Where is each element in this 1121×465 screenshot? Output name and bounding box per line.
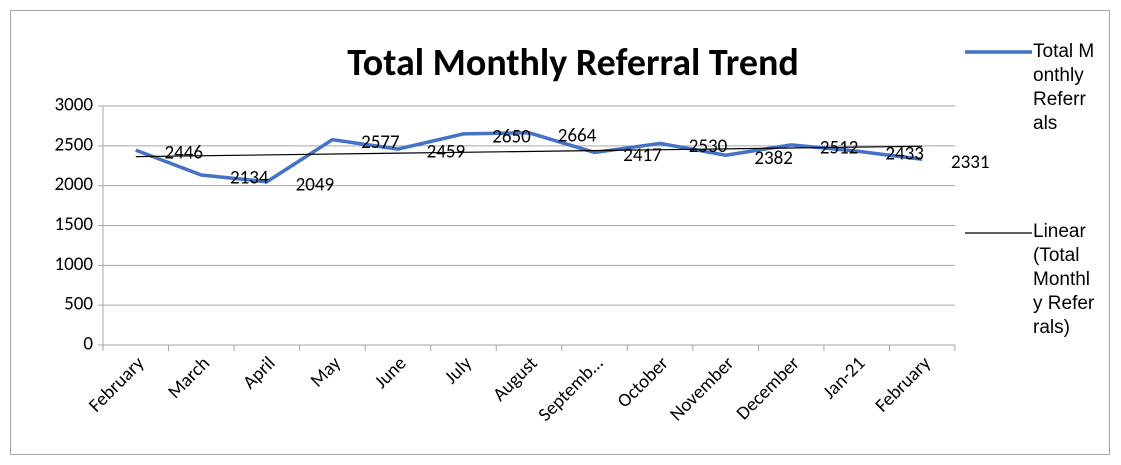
data-label: 2433	[885, 143, 924, 166]
trendline	[135, 145, 923, 158]
chart-border	[10, 10, 1110, 455]
y-tick-label: 500	[64, 293, 93, 316]
y-tick-label: 1000	[54, 253, 93, 276]
data-label: 2446	[165, 142, 204, 165]
legend-entry: Total Monthly Referrals	[1033, 41, 1095, 134]
data-label: 2417	[623, 144, 662, 167]
legend-entry: Linear (Total Monthly Referrals)	[1033, 221, 1095, 338]
data-label: 2049	[296, 173, 335, 196]
y-tick-label: 2000	[54, 173, 93, 196]
data-label: 2530	[689, 135, 728, 158]
data-label: 2650	[492, 125, 531, 148]
data-label: 2134	[230, 167, 269, 190]
data-label: 2664	[558, 124, 597, 147]
y-tick-label: 0	[83, 333, 93, 356]
y-tick-label: 1500	[54, 213, 93, 236]
y-tick-label: 2500	[54, 133, 93, 156]
data-label: 2331	[951, 151, 990, 174]
series-line	[135, 131, 923, 184]
chart-title: Total Monthly Referral Trend	[347, 40, 799, 86]
data-label: 2382	[754, 147, 793, 170]
data-label: 2577	[361, 131, 400, 154]
y-tick-label: 3000	[54, 94, 93, 117]
